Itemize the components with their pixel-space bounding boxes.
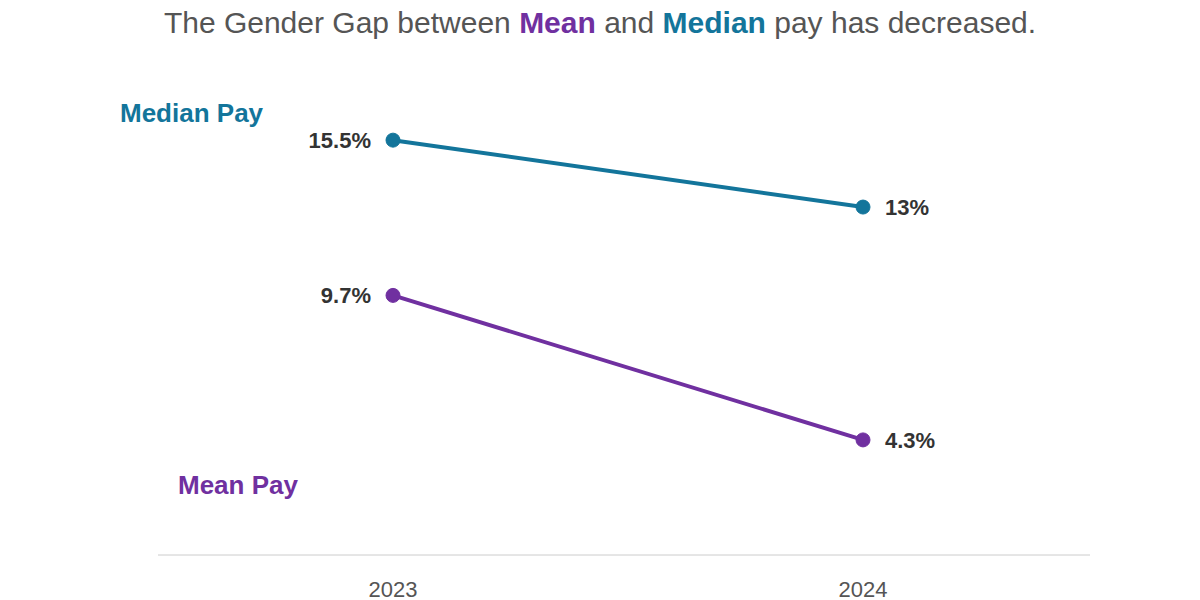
html-text:Mean Pay: Mean Pay (178, 470, 298, 500)
svg-text:2023: 2023 (369, 577, 418, 600)
svg-text:9.7%: 9.7% (321, 283, 371, 308)
svg-text:13%: 13% (885, 195, 929, 220)
svg-text:4.3%: 4.3% (885, 428, 935, 453)
html-text:Median Pay: Median Pay (120, 98, 264, 128)
svg-text:2024: 2024 (839, 577, 888, 600)
html-text:The Gender Gap between Mean an: The Gender Gap between Mean and Median p… (163, 6, 1037, 39)
svg-text:15.5%: 15.5% (309, 128, 371, 153)
